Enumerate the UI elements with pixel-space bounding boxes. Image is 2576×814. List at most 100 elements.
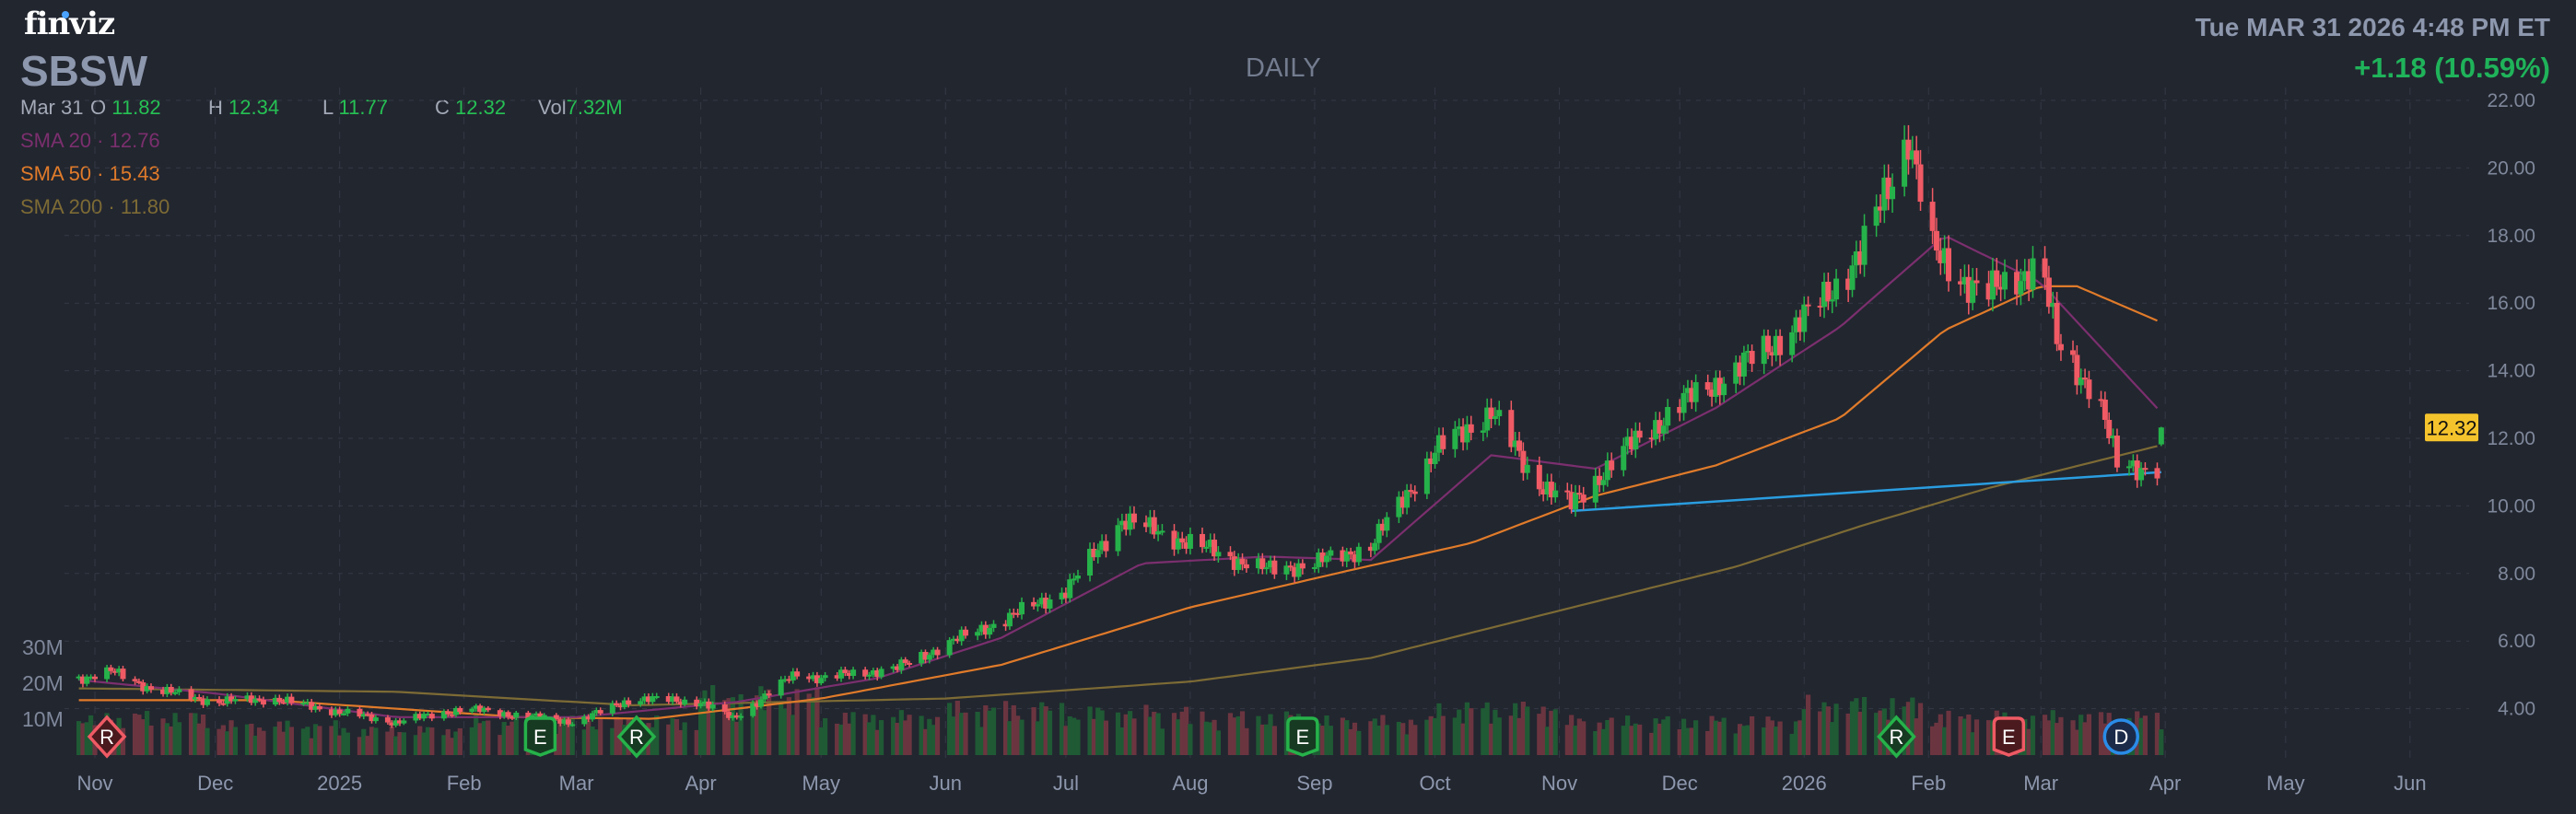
candle-body xyxy=(842,669,849,673)
sma200-legend[interactable]: SMA 200 · 11.80 xyxy=(20,195,170,218)
sma50-label: SMA 50 xyxy=(20,162,92,185)
candle-body xyxy=(1636,430,1643,438)
candle-body xyxy=(108,667,114,671)
volume-bar xyxy=(1973,719,1980,755)
candle-body xyxy=(794,671,801,677)
volume-bar xyxy=(413,735,418,755)
volume-bar xyxy=(498,735,503,755)
volume-bar xyxy=(429,727,435,755)
volume-bar xyxy=(2054,723,2060,755)
event-marker-R[interactable]: R xyxy=(616,715,657,759)
volume-bar xyxy=(1552,709,1558,755)
candle-body xyxy=(1292,566,1298,577)
candle-body xyxy=(1171,530,1177,550)
volume-bar xyxy=(779,703,784,755)
volume-bar xyxy=(244,724,251,755)
volume-bar xyxy=(373,727,379,755)
volume-bar xyxy=(987,710,992,755)
volume-bar xyxy=(842,713,848,755)
date-tick-label: Dec xyxy=(197,772,233,795)
volume-bar xyxy=(140,719,146,755)
volume-bar xyxy=(1059,703,1065,755)
candle-body xyxy=(1047,599,1053,609)
candle-body xyxy=(645,696,651,703)
volume-bar xyxy=(2026,728,2032,755)
volume-bar xyxy=(449,738,455,755)
candle-body xyxy=(1432,452,1438,464)
volume-bar xyxy=(1961,718,1968,755)
volume-axis: 30M 20M 10M xyxy=(22,635,64,731)
volume-bar xyxy=(369,727,375,755)
volume-bar xyxy=(393,736,399,755)
volume-bar xyxy=(891,716,896,755)
event-marker-R[interactable]: R xyxy=(1877,715,1916,759)
volume-bar xyxy=(814,687,820,755)
volume-bar xyxy=(2050,710,2055,755)
candle-body xyxy=(328,709,334,715)
volume-bar xyxy=(401,732,406,755)
candle-body xyxy=(440,711,447,719)
event-marker-E[interactable]: E xyxy=(1992,716,2026,757)
volume-bar xyxy=(1043,706,1048,755)
sma20-label: SMA 20 xyxy=(20,129,92,152)
candle-body xyxy=(497,710,503,717)
candle-body xyxy=(1609,460,1615,471)
candle-body xyxy=(650,696,656,703)
event-marker-E[interactable]: E xyxy=(523,716,557,757)
candle-body xyxy=(285,696,291,703)
candle-body xyxy=(1091,549,1097,558)
candle-body xyxy=(1914,150,1920,165)
candle-body xyxy=(449,714,455,716)
candle-body xyxy=(1861,226,1868,265)
volume-bar xyxy=(84,722,89,755)
candle-body xyxy=(1716,378,1723,396)
candle-body xyxy=(907,662,913,665)
candle-body xyxy=(1857,251,1864,265)
sma20-legend[interactable]: SMA 20 · 12.76 xyxy=(20,129,160,152)
candle-body xyxy=(1769,352,1775,356)
event-marker-R[interactable]: R xyxy=(87,715,127,759)
date-tick-label: May xyxy=(2266,772,2305,795)
volume-bar xyxy=(1689,727,1694,755)
timeframe-label: DAILY xyxy=(1246,53,1321,83)
volume-bar xyxy=(758,686,764,755)
candle-body xyxy=(621,700,627,708)
volume-bar xyxy=(469,727,474,755)
volume-bar xyxy=(501,722,507,755)
volume-bar xyxy=(474,715,479,755)
volume-bar xyxy=(1721,717,1727,755)
volume-bar xyxy=(309,738,314,755)
volume-bar xyxy=(1324,715,1329,755)
volume-bar xyxy=(176,722,182,755)
volume-bar xyxy=(1985,720,1992,755)
candle-body xyxy=(445,711,451,715)
last-price-badge xyxy=(2425,413,2478,442)
finviz-logo[interactable]: finviz xyxy=(24,6,115,42)
candle-body xyxy=(120,669,126,680)
volume-bar xyxy=(835,723,840,755)
sma50-legend[interactable]: SMA 50 · 15.43 xyxy=(20,162,160,185)
volume-bar xyxy=(847,723,852,755)
volume-bar xyxy=(1513,703,1518,755)
candle-body xyxy=(2138,468,2145,481)
volume-bar xyxy=(1119,727,1125,755)
event-marker-D[interactable]: D xyxy=(2102,718,2140,755)
candle-body xyxy=(2057,343,2064,351)
volume-bar xyxy=(1493,709,1498,755)
volume-bar xyxy=(614,716,619,755)
candle-body xyxy=(1299,563,1306,569)
volume-bar xyxy=(590,727,595,755)
candle-body xyxy=(1207,540,1213,547)
volume-bar xyxy=(1777,721,1783,755)
candle-body xyxy=(1456,426,1462,429)
candle-body xyxy=(919,651,925,664)
volume-bar xyxy=(1159,728,1165,755)
candle-body xyxy=(950,638,956,641)
candle-body xyxy=(88,676,94,679)
volume-bar xyxy=(1432,717,1438,755)
event-marker-E[interactable]: E xyxy=(1286,716,1319,757)
diamond-icon xyxy=(87,715,127,759)
candle-body xyxy=(1845,278,1852,290)
candle-body xyxy=(428,714,435,719)
